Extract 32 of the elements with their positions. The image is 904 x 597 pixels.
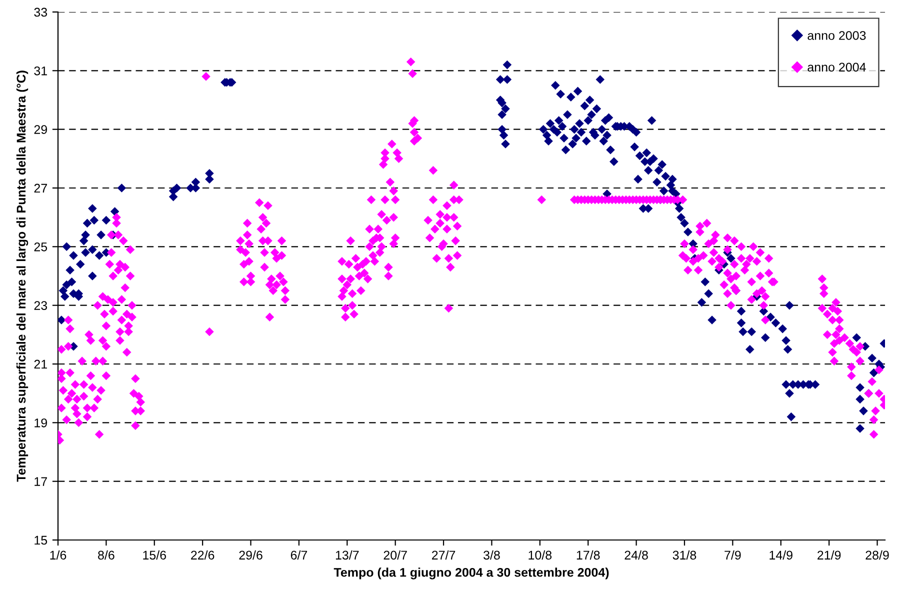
y-tick-label: 33 [34,8,48,17]
y-tick-label: 17 [34,477,47,486]
x-tick-label: 27/7 [432,550,456,560]
x-tick-label: 6/7 [290,550,308,560]
x-tick-label: 29/6 [239,550,262,560]
x-tick-label: 10/8 [528,550,552,560]
y-tick-label: 19 [34,418,47,428]
y-tick-label: 23 [34,301,48,310]
y-tick-label: 21 [34,360,47,369]
x-tick-label: 7/9 [724,550,741,560]
x-axis-title: Tempo (da 1 giugno 2004 a 30 settembre 2004) [334,568,609,580]
y-tick-label: 29 [34,125,47,134]
x-tick-label: 14/9 [770,550,792,560]
x-tick-label: 28/9 [866,550,889,560]
legend-label: anno 2003 [808,31,866,40]
x-tick-label: 31/8 [672,550,696,560]
x-tick-label: 21/9 [818,550,841,560]
legend-label: anno 2004 [808,62,866,72]
y-axis-title: Temperatura superficiale del mare al largo di Punta della Maestra (°C) [16,70,28,482]
y-tick-label: 27 [34,184,47,193]
x-tick-label: 1/6 [50,550,66,560]
y-tick-label: 31 [34,66,47,76]
x-tick-label: 17/8 [576,550,600,560]
x-tick-label: 22/6 [191,550,214,560]
x-tick-label: 8/6 [98,550,114,560]
x-tick-label: 20/7 [384,550,407,560]
x-tick-label: 3/8 [484,550,500,560]
y-tick-label: 25 [34,242,48,252]
x-tick-label: 15/6 [143,550,166,560]
x-tick-label: 13/7 [336,550,359,560]
x-tick-label: 24/8 [624,550,648,560]
y-tick-label: 15 [34,536,48,545]
